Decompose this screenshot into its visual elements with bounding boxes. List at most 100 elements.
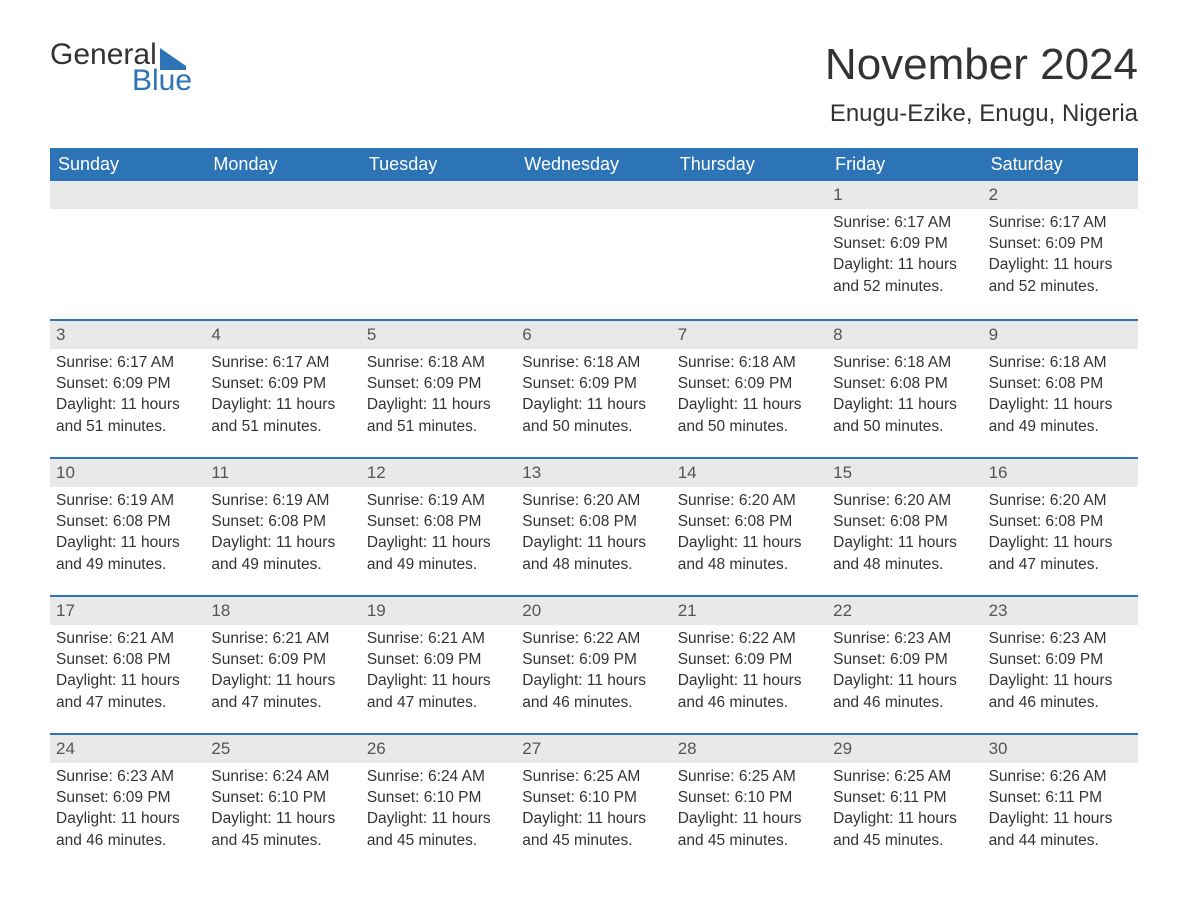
daylight-line-1: Daylight: 11 hours (989, 533, 1132, 553)
daylight-line-2: and 52 minutes. (989, 277, 1132, 297)
logo-top-row: General (50, 40, 192, 70)
calendar-cell: 23Sunrise: 6:23 AMSunset: 6:09 PMDayligh… (983, 597, 1138, 727)
day-number: 17 (50, 597, 205, 625)
sunset-text: Sunset: 6:11 PM (989, 788, 1132, 808)
logo: General Blue (50, 40, 192, 96)
dayname: Friday (827, 148, 982, 181)
sunrise-text: Sunrise: 6:17 AM (56, 353, 199, 373)
sunset-text: Sunset: 6:09 PM (56, 788, 199, 808)
sunrise-text: Sunrise: 6:23 AM (56, 767, 199, 787)
day-number: 24 (50, 735, 205, 763)
daylight-line-2: and 50 minutes. (833, 417, 976, 437)
day-number: 10 (50, 459, 205, 487)
calendar-cell: 21Sunrise: 6:22 AMSunset: 6:09 PMDayligh… (672, 597, 827, 727)
day-number: 25 (205, 735, 360, 763)
day-data: Sunrise: 6:18 AMSunset: 6:09 PMDaylight:… (672, 349, 827, 446)
sunrise-text: Sunrise: 6:18 AM (367, 353, 510, 373)
sunset-text: Sunset: 6:08 PM (989, 512, 1132, 532)
day-number: 23 (983, 597, 1138, 625)
calendar-cell: 20Sunrise: 6:22 AMSunset: 6:09 PMDayligh… (516, 597, 671, 727)
sunrise-text: Sunrise: 6:17 AM (833, 213, 976, 233)
sunset-text: Sunset: 6:08 PM (989, 374, 1132, 394)
sunset-text: Sunset: 6:08 PM (56, 650, 199, 670)
day-number (50, 181, 205, 209)
daylight-line-1: Daylight: 11 hours (367, 395, 510, 415)
calendar-cell (672, 181, 827, 313)
calendar-cell: 18Sunrise: 6:21 AMSunset: 6:09 PMDayligh… (205, 597, 360, 727)
sunrise-text: Sunrise: 6:24 AM (211, 767, 354, 787)
day-number: 12 (361, 459, 516, 487)
sunrise-text: Sunrise: 6:20 AM (833, 491, 976, 511)
calendar-cell (50, 181, 205, 313)
week-row: 1Sunrise: 6:17 AMSunset: 6:09 PMDaylight… (50, 181, 1138, 313)
day-data: Sunrise: 6:26 AMSunset: 6:11 PMDaylight:… (983, 763, 1138, 860)
daylight-line-2: and 45 minutes. (211, 831, 354, 851)
day-number: 1 (827, 181, 982, 209)
day-data: Sunrise: 6:24 AMSunset: 6:10 PMDaylight:… (205, 763, 360, 860)
daylight-line-1: Daylight: 11 hours (56, 671, 199, 691)
sunset-text: Sunset: 6:10 PM (367, 788, 510, 808)
month-title: November 2024 (825, 40, 1138, 90)
day-number: 20 (516, 597, 671, 625)
day-number: 21 (672, 597, 827, 625)
dayname: Wednesday (516, 148, 671, 181)
calendar-cell: 10Sunrise: 6:19 AMSunset: 6:08 PMDayligh… (50, 459, 205, 589)
day-data: Sunrise: 6:25 AMSunset: 6:11 PMDaylight:… (827, 763, 982, 860)
daylight-line-1: Daylight: 11 hours (833, 671, 976, 691)
daylight-line-2: and 50 minutes. (678, 417, 821, 437)
day-data: Sunrise: 6:25 AMSunset: 6:10 PMDaylight:… (516, 763, 671, 860)
sunrise-text: Sunrise: 6:22 AM (522, 629, 665, 649)
daylight-line-1: Daylight: 11 hours (367, 809, 510, 829)
daylight-line-2: and 48 minutes. (833, 555, 976, 575)
sunrise-text: Sunrise: 6:20 AM (989, 491, 1132, 511)
daylight-line-2: and 46 minutes. (678, 693, 821, 713)
calendar-cell: 4Sunrise: 6:17 AMSunset: 6:09 PMDaylight… (205, 321, 360, 451)
sunrise-text: Sunrise: 6:17 AM (989, 213, 1132, 233)
day-number: 30 (983, 735, 1138, 763)
daylight-line-1: Daylight: 11 hours (367, 533, 510, 553)
calendar-cell (516, 181, 671, 313)
calendar-cell: 2Sunrise: 6:17 AMSunset: 6:09 PMDaylight… (983, 181, 1138, 313)
calendar-cell (361, 181, 516, 313)
calendar-cell: 25Sunrise: 6:24 AMSunset: 6:10 PMDayligh… (205, 735, 360, 865)
day-data: Sunrise: 6:18 AMSunset: 6:09 PMDaylight:… (361, 349, 516, 446)
calendar-cell: 16Sunrise: 6:20 AMSunset: 6:08 PMDayligh… (983, 459, 1138, 589)
daylight-line-2: and 47 minutes. (989, 555, 1132, 575)
day-data: Sunrise: 6:20 AMSunset: 6:08 PMDaylight:… (672, 487, 827, 584)
sunrise-text: Sunrise: 6:18 AM (678, 353, 821, 373)
sunset-text: Sunset: 6:08 PM (367, 512, 510, 532)
sunset-text: Sunset: 6:08 PM (522, 512, 665, 532)
daylight-line-1: Daylight: 11 hours (522, 395, 665, 415)
sunrise-text: Sunrise: 6:25 AM (833, 767, 976, 787)
daylight-line-2: and 47 minutes. (211, 693, 354, 713)
sunrise-text: Sunrise: 6:18 AM (522, 353, 665, 373)
day-number: 28 (672, 735, 827, 763)
sunrise-text: Sunrise: 6:20 AM (678, 491, 821, 511)
calendar-cell: 24Sunrise: 6:23 AMSunset: 6:09 PMDayligh… (50, 735, 205, 865)
day-data: Sunrise: 6:17 AMSunset: 6:09 PMDaylight:… (205, 349, 360, 446)
calendar-cell: 11Sunrise: 6:19 AMSunset: 6:08 PMDayligh… (205, 459, 360, 589)
dayname: Saturday (983, 148, 1138, 181)
calendar-cell: 30Sunrise: 6:26 AMSunset: 6:11 PMDayligh… (983, 735, 1138, 865)
sunrise-text: Sunrise: 6:18 AM (833, 353, 976, 373)
sunrise-text: Sunrise: 6:25 AM (522, 767, 665, 787)
sunrise-text: Sunrise: 6:21 AM (211, 629, 354, 649)
daylight-line-2: and 46 minutes. (522, 693, 665, 713)
daylight-line-1: Daylight: 11 hours (211, 809, 354, 829)
day-number: 7 (672, 321, 827, 349)
day-number: 5 (361, 321, 516, 349)
daylight-line-1: Daylight: 11 hours (522, 809, 665, 829)
week-row: 3Sunrise: 6:17 AMSunset: 6:09 PMDaylight… (50, 319, 1138, 451)
day-data: Sunrise: 6:18 AMSunset: 6:09 PMDaylight:… (516, 349, 671, 446)
sunset-text: Sunset: 6:09 PM (211, 374, 354, 394)
dayname: Thursday (672, 148, 827, 181)
sunset-text: Sunset: 6:09 PM (367, 650, 510, 670)
day-data: Sunrise: 6:21 AMSunset: 6:09 PMDaylight:… (205, 625, 360, 722)
day-data: Sunrise: 6:22 AMSunset: 6:09 PMDaylight:… (516, 625, 671, 722)
daylight-line-2: and 52 minutes. (833, 277, 976, 297)
week-row: 17Sunrise: 6:21 AMSunset: 6:08 PMDayligh… (50, 595, 1138, 727)
daylight-line-1: Daylight: 11 hours (56, 533, 199, 553)
calendar-cell: 19Sunrise: 6:21 AMSunset: 6:09 PMDayligh… (361, 597, 516, 727)
day-number (672, 181, 827, 209)
sunrise-text: Sunrise: 6:19 AM (211, 491, 354, 511)
